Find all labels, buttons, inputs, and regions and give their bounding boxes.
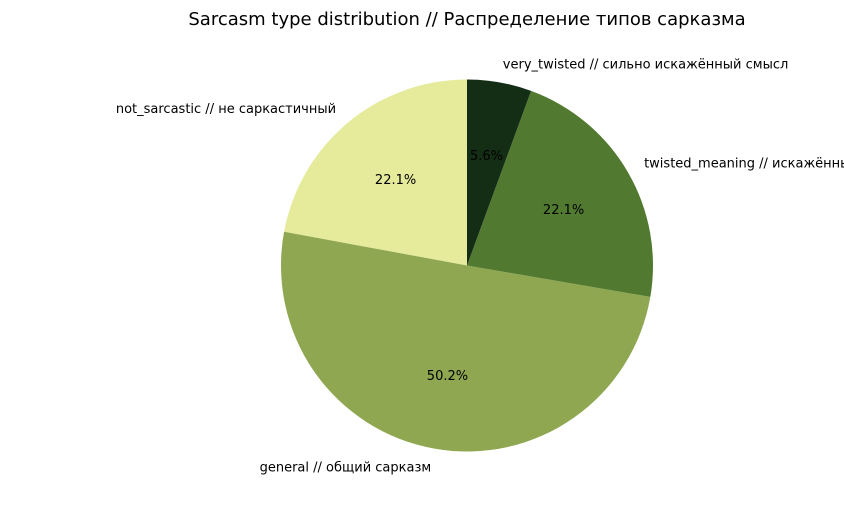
pie-slice bbox=[467, 79, 532, 266]
slice-label: not_sarcastic // не саркастичный bbox=[116, 102, 336, 117]
pie-slice bbox=[467, 90, 653, 297]
percent-label: 22.1% bbox=[543, 203, 584, 218]
slice-label: very_twisted // сильно искажённый смысл bbox=[503, 58, 789, 73]
chart-title: Sarcasm type distribution // Распределен… bbox=[188, 9, 745, 30]
pie-slices bbox=[280, 79, 653, 452]
percent-labels: 22.1% 50.2% 22.1% 5.6% bbox=[375, 149, 584, 384]
pie-slice bbox=[284, 79, 467, 266]
percent-label: 5.6% bbox=[470, 149, 503, 164]
pie-slice bbox=[280, 231, 651, 452]
percent-label: 22.1% bbox=[375, 173, 416, 188]
slice-label: twisted_meaning // искажённый смысл bbox=[644, 157, 844, 172]
slice-labels: not_sarcastic // не саркастичный general … bbox=[116, 58, 844, 476]
slice-label: general // общий сарказм bbox=[260, 460, 432, 475]
percent-label: 50.2% bbox=[427, 369, 468, 384]
